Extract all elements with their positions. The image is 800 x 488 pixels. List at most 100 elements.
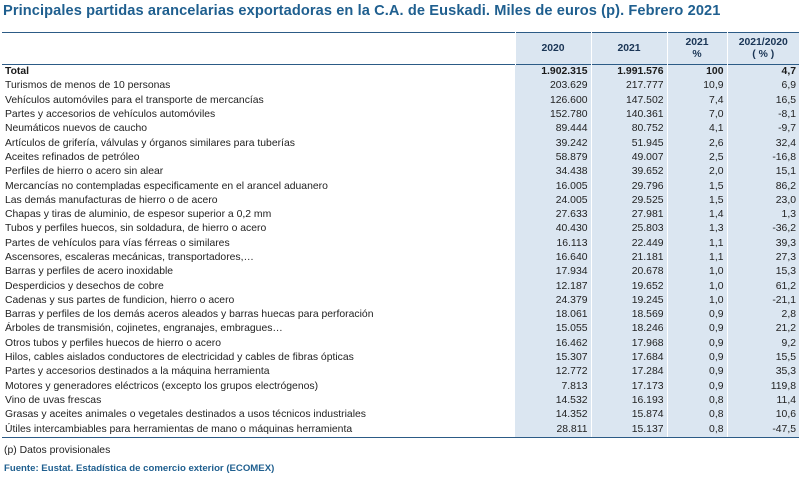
cell-2020: 40.430 xyxy=(515,222,591,237)
cell-share: 2,5 xyxy=(666,150,727,166)
header-2021: 2021 xyxy=(590,32,667,65)
cell-label: Total xyxy=(5,66,30,78)
cell-share: 0,8 xyxy=(666,422,727,438)
cell-variation: 1,3 xyxy=(726,207,799,223)
cell-variation: 9,2 xyxy=(726,336,799,351)
cell-share: 0,8 xyxy=(666,393,727,409)
footnote: (p) Datos provisionales xyxy=(4,445,111,456)
cell-variation: 21,2 xyxy=(726,322,799,337)
cell-2021: 1.991.576 xyxy=(590,64,667,80)
table-row: Neumáticos nuevos de caucho 89.444 80.752 4… xyxy=(2,122,799,137)
cell-variation: 86,2 xyxy=(726,179,799,194)
cell-share: 0,9 xyxy=(666,365,727,380)
cell-2020: 28.811 xyxy=(515,422,591,438)
cell-2021: 29.796 xyxy=(590,179,667,194)
cell-label: Otros tubos y perfiles huecos de hierro … xyxy=(5,337,222,349)
source-line: Fuente: Eustat. Estadística de comercio … xyxy=(4,463,275,474)
cell-variation: 6,9 xyxy=(726,79,799,94)
cell-2021: 15.137 xyxy=(590,422,667,438)
cell-2020: 1.902.315 xyxy=(515,64,591,80)
cell-label: Las demás manufacturas de hierro o de ac… xyxy=(5,194,218,206)
cell-variation: 10,6 xyxy=(726,408,799,423)
cell-2021: 22.449 xyxy=(590,236,667,251)
table-row: Barras y perfiles de acero inoxidable 17.… xyxy=(2,265,799,280)
cell-2021: 16.193 xyxy=(590,393,667,409)
header-row: 2020 2021 2021 % 2021/2020 ( % ) xyxy=(2,32,799,65)
cell-2021: 80.752 xyxy=(590,122,667,137)
cell-share: 1,5 xyxy=(666,193,727,208)
cell-2020: 15.055 xyxy=(515,322,591,337)
table-row: Partes y accesorios de vehículos automóv… xyxy=(2,107,799,123)
cell-2021: 17.968 xyxy=(590,336,667,351)
cell-share: 0,8 xyxy=(666,408,727,423)
cell-2020: 15.307 xyxy=(515,350,591,366)
cell-label: Tubos y perfiles huecos, sin soldadura, … xyxy=(5,223,267,235)
cell-variation: 39,3 xyxy=(726,236,799,251)
header-variation-unit: ( % ) xyxy=(752,48,775,60)
cell-2021: 25.803 xyxy=(590,222,667,237)
cell-2021: 49.007 xyxy=(590,150,667,166)
cell-2021: 15.874 xyxy=(590,408,667,423)
cell-label: Partes y accesorios destinados a la máqu… xyxy=(5,366,270,378)
cell-2020: 24.005 xyxy=(515,193,591,208)
cell-share: 0,9 xyxy=(666,379,727,394)
cell-label: Neumáticos nuevos de caucho xyxy=(5,123,148,135)
table-row: Hilos, cables aislados conductores de el… xyxy=(2,350,799,366)
cell-share: 0,9 xyxy=(666,336,727,351)
table-header: 2020 2021 2021 % 2021/2020 ( % ) xyxy=(2,32,799,65)
cell-share: 1,3 xyxy=(666,222,727,237)
table-row: Grasas y aceites animales o vegetales de… xyxy=(2,408,799,423)
table-row: Aceites refinados de petróleo 58.879 49.00… xyxy=(2,150,799,166)
cell-variation: -16,8 xyxy=(726,150,799,166)
cell-variation: 119,8 xyxy=(726,379,799,394)
cell-2020: 89.444 xyxy=(515,122,591,137)
total-row: Total 1.902.315 1.991.576 100 4,7 xyxy=(2,64,799,80)
cell-share: 4,1 xyxy=(666,122,727,137)
cell-2020: 14.532 xyxy=(515,393,591,409)
cell-share: 7,0 xyxy=(666,107,727,123)
cell-share: 0,9 xyxy=(666,322,727,337)
cell-share: 7,4 xyxy=(666,93,727,108)
cell-share: 0,9 xyxy=(666,350,727,366)
cell-2020: 12.772 xyxy=(515,365,591,380)
cell-share: 1,1 xyxy=(666,250,727,266)
cell-2021: 18.569 xyxy=(590,308,667,323)
cell-label: Cadenas y sus partes de fundicion, hierr… xyxy=(5,294,235,306)
cell-label: Motores y generadores eléctricos (except… xyxy=(5,380,319,392)
table-row: Otros tubos y perfiles huecos de hierro … xyxy=(2,336,799,351)
table-row: Ascensores, escaleras mecánicas, transpo… xyxy=(2,250,799,266)
cell-share: 2,0 xyxy=(666,165,727,180)
cell-2021: 21.181 xyxy=(590,250,667,266)
cell-label: Mercancías no contempladas especificamen… xyxy=(5,180,328,192)
cell-label: Partes y accesorios de vehículos automóv… xyxy=(5,109,216,121)
cell-share: 1,4 xyxy=(666,207,727,223)
table-row: Árboles de transmisión, cojinetes, engra… xyxy=(2,322,799,337)
cell-2020: 152.780 xyxy=(515,107,591,123)
table-row: Vehículos automóviles para el transporte… xyxy=(2,93,799,108)
cell-label: Chapas y tiras de aluminio, de espesor s… xyxy=(5,209,272,221)
cell-variation: -36,2 xyxy=(726,222,799,237)
cell-2021: 29.525 xyxy=(590,193,667,208)
cell-2020: 7.813 xyxy=(515,379,591,394)
cell-label: Perfiles de hierro o acero sin alear xyxy=(5,166,164,178)
header-share: 2021 % xyxy=(666,32,727,65)
cell-2021: 17.173 xyxy=(590,379,667,394)
table-row: Turismos de menos de 10 personas 203.629 2… xyxy=(2,79,799,94)
table-row: Barras y perfiles de los demás aceros al… xyxy=(2,308,799,323)
table-row: Partes y accesorios destinados a la máqu… xyxy=(2,365,799,380)
cell-share: 1,0 xyxy=(666,293,727,309)
cell-variation: 11,4 xyxy=(726,393,799,409)
cell-variation: 4,7 xyxy=(726,64,799,80)
cell-label: Hilos, cables aislados conductores de el… xyxy=(5,352,354,364)
cell-label: Barras y perfiles de los demás aceros al… xyxy=(5,309,374,321)
table-row: Artículos de grifería, válvulas y órgano… xyxy=(2,136,799,151)
cell-2021: 19.652 xyxy=(590,279,667,294)
cell-share: 100 xyxy=(666,64,727,80)
cell-label: Vehículos automóviles para el transporte… xyxy=(5,94,264,106)
cell-variation: 61,2 xyxy=(726,279,799,294)
cell-2020: 39.242 xyxy=(515,136,591,151)
header-variation-period: 2021/2020 xyxy=(738,36,788,48)
header-share-unit: % xyxy=(692,48,702,60)
cell-2020: 24.379 xyxy=(515,293,591,309)
cell-variation: 27,3 xyxy=(726,250,799,266)
